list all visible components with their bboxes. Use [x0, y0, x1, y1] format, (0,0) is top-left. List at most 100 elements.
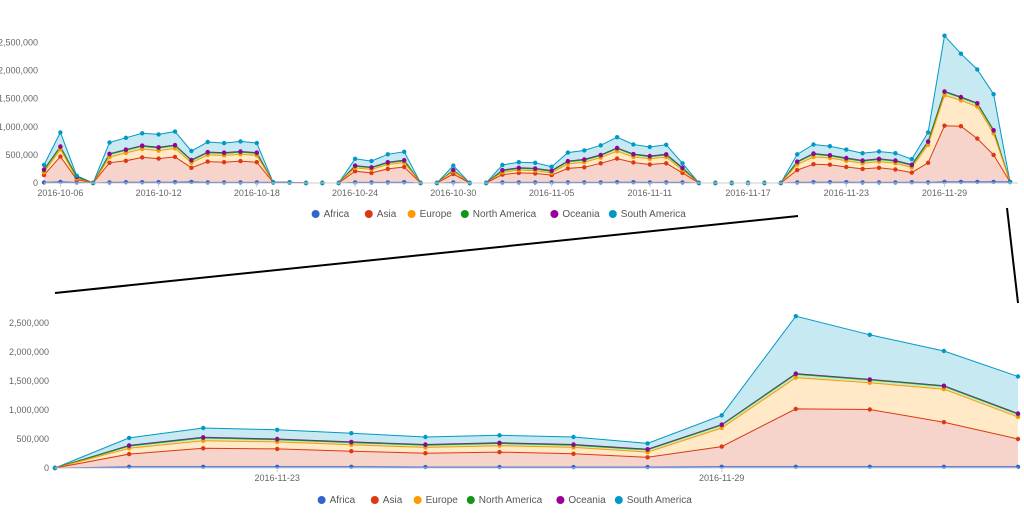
- detail-point-south-america: [571, 434, 576, 440]
- overview-point-asia: [140, 155, 145, 160]
- overview-point-oceania: [549, 168, 554, 173]
- overview-point-asia: [811, 162, 816, 167]
- overview-legend: Africa Asia Europe North America Oceania Sout…: [311, 209, 686, 220]
- overview-point-oceania: [123, 147, 129, 152]
- overview-x-tick-3: 2016-10-24: [332, 188, 378, 198]
- overview-point-africa: [827, 180, 833, 185]
- overview-x-tick-0: 2016-10-06: [37, 188, 83, 198]
- detail-area-south-america: [55, 316, 1018, 468]
- overview-point-asia: [402, 164, 407, 170]
- overview-point-south-america: [156, 132, 161, 137]
- overview-point-oceania: [942, 89, 947, 94]
- overview-point-south-america: [811, 142, 816, 147]
- overview-legend-label-south-america: South America: [621, 209, 686, 220]
- overview-point-asia: [909, 170, 914, 175]
- overview-point-south-america: [385, 152, 390, 157]
- overview-legend-label-north-america: North America: [473, 209, 537, 220]
- detail-area-europe: [55, 377, 1018, 468]
- overview-point-asia: [664, 161, 669, 166]
- overview-point-south-america: [942, 33, 947, 38]
- detail-legend-item-south-america[interactable]: South America: [614, 495, 692, 506]
- overview-point-oceania: [925, 139, 931, 144]
- detail-legend-label-south-america: South America: [627, 495, 692, 506]
- overview-legend-label-oceania: Oceania: [562, 209, 600, 220]
- overview-point-africa: [893, 180, 898, 185]
- detail-line-africa: [54, 466, 1018, 469]
- overview-point-south-america: [598, 143, 603, 148]
- overview-point-africa: [598, 180, 603, 185]
- overview-point-south-america: [614, 135, 620, 140]
- overview-point-south-america: [500, 162, 505, 168]
- detail-legend-item-asia[interactable]: Asia: [370, 495, 403, 506]
- detail-point-asia: [793, 406, 798, 412]
- overview-legend-item-africa[interactable]: Africa: [311, 209, 350, 220]
- detail-legend-item-africa[interactable]: Africa: [317, 495, 356, 506]
- overview-point-oceania: [958, 94, 964, 100]
- overview-point-africa: [369, 180, 374, 185]
- detail-point-asia: [201, 446, 206, 451]
- overview-point-oceania: [975, 101, 980, 106]
- overview-point-south-america: [680, 161, 685, 166]
- overview-legend-item-europe[interactable]: Europe: [407, 209, 453, 220]
- detail-point-oceania: [201, 435, 206, 440]
- detail-point-oceania: [571, 442, 576, 447]
- detail-point-asia: [126, 451, 132, 457]
- overview-point-asia: [925, 160, 931, 165]
- detail-legend-marker-europe: [413, 496, 422, 504]
- detail-legend-item-oceania[interactable]: Oceania: [556, 495, 606, 506]
- overview-point-oceania: [582, 157, 587, 162]
- overview-x-tick-8: 2016-11-23: [824, 188, 869, 198]
- overview-point-south-america: [41, 162, 47, 168]
- overview-legend-item-asia[interactable]: Asia: [364, 209, 397, 220]
- detail-line-north-america: [54, 373, 1019, 469]
- overview-point-oceania: [598, 152, 603, 158]
- overview-point-oceania: [402, 158, 407, 163]
- overview-point-south-america: [664, 142, 669, 147]
- detail-point-south-america: [349, 431, 354, 436]
- overview-point-africa: [123, 180, 129, 185]
- overview-point-south-america: [876, 149, 882, 154]
- detail-point-south-america: [793, 314, 798, 319]
- overview-area-asia: [44, 125, 1010, 183]
- overview-point-asia: [827, 162, 833, 167]
- overview-point-oceania: [647, 153, 652, 159]
- overview-point-oceania: [369, 165, 374, 170]
- overview-legend-marker-oceania: [550, 210, 559, 218]
- detail-legend-marker-africa: [317, 496, 326, 504]
- detail-point-oceania: [275, 436, 280, 442]
- overview-point-south-america: [893, 151, 898, 156]
- overview-point-oceania: [205, 149, 210, 155]
- overview-legend-item-oceania[interactable]: Oceania: [550, 209, 600, 220]
- overview-legend-marker-europe: [407, 210, 416, 218]
- overview-point-oceania: [156, 145, 161, 150]
- detail-point-asia: [497, 449, 502, 455]
- overview-point-africa: [516, 180, 521, 185]
- overview-point-oceania: [631, 151, 636, 157]
- overview-legend-item-north-america[interactable]: North America: [460, 209, 537, 220]
- overview-point-oceania: [189, 157, 194, 163]
- detail-y-tick-2: 1,000,000: [9, 405, 49, 415]
- overview-point-south-america: [271, 180, 276, 185]
- overview-x-tick-5: 2016-11-05: [529, 188, 574, 198]
- detail-point-africa: [423, 464, 428, 470]
- overview-point-oceania: [41, 167, 47, 172]
- detail-legend-item-europe[interactable]: Europe: [413, 495, 459, 506]
- overview-point-europe: [942, 93, 947, 98]
- detail-point-asia: [719, 444, 724, 449]
- overview-point-africa: [41, 180, 47, 185]
- overview-point-oceania: [107, 151, 112, 156]
- overview-point-south-america: [631, 142, 636, 147]
- overview-point-asia: [631, 160, 636, 165]
- detail-legend-label-north-america: North America: [479, 495, 543, 506]
- overview-point-oceania: [614, 145, 620, 151]
- detail-point-asia: [867, 407, 872, 412]
- zoom-connector-left: [54, 215, 799, 294]
- detail-point-south-america: [126, 435, 132, 441]
- overview-point-oceania: [352, 163, 358, 168]
- detail-legend-item-north-america[interactable]: North America: [466, 495, 543, 506]
- overview-point-oceania: [221, 150, 227, 155]
- detail-legend-marker-south-america: [614, 496, 623, 504]
- overview-legend-item-south-america[interactable]: South America: [608, 209, 686, 220]
- overview-x-tick-2: 2016-10-18: [234, 188, 280, 198]
- detail-x-tick-1: 2016-11-29: [699, 473, 744, 483]
